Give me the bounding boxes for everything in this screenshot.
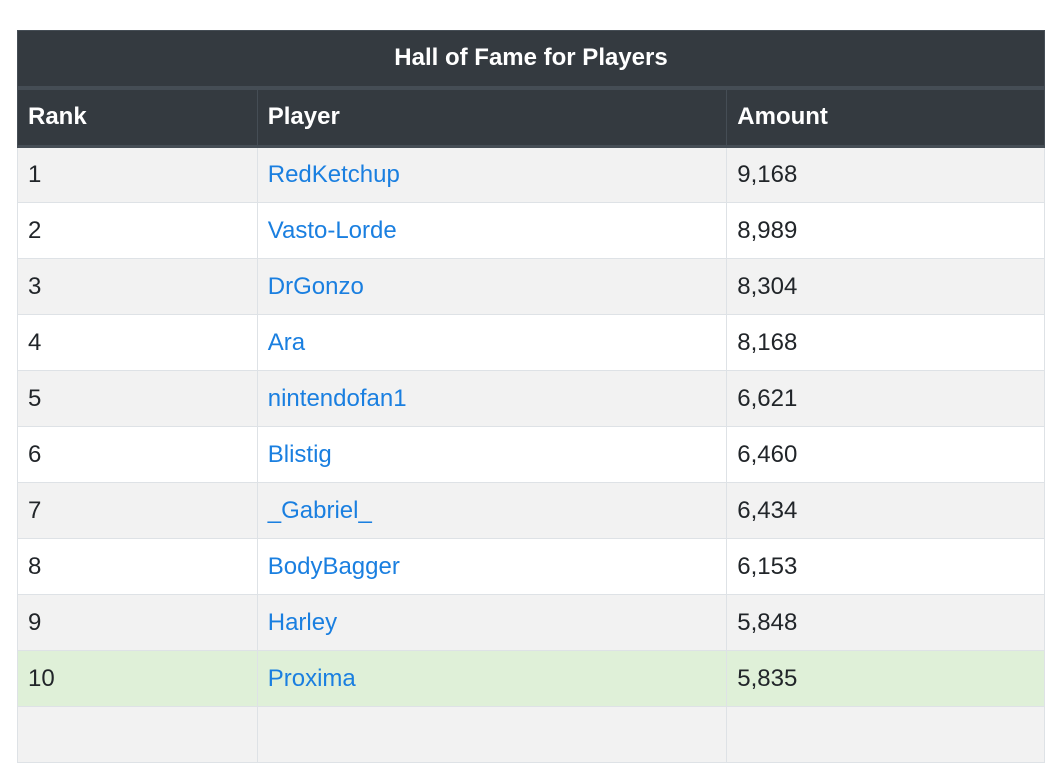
table-cell: 3 [17,258,258,315]
table-cell: Vasto-Lorde [256,202,728,259]
player-link[interactable]: _Gabriel_ [267,496,372,524]
player-link[interactable]: RedKetchup [267,161,400,188]
player-link[interactable]: Ara [267,328,306,356]
player-link[interactable]: BodyBagger [267,552,400,580]
table-row: 5 nintendofan1 6,621 [17,370,1045,427]
table-cell: 5 [17,370,258,427]
table-cell: nintendofan1 [256,370,728,427]
table-head: Hall of Fame for Players Rank Player Amo… [17,30,1045,148]
table-cell [256,706,728,763]
column-header: Amount [726,87,1045,148]
player-link[interactable]: DrGonzo [267,272,364,300]
table-row [17,706,1045,763]
table-cell: 8 [17,538,258,595]
table-row: 3 DrGonzo 8,304 [17,258,1045,315]
table-row: 9 Harley 5,848 [17,594,1045,651]
table-cell: 6 [17,426,258,483]
table-cell: 5,848 [726,594,1045,651]
table-cell: 8,304 [726,258,1045,315]
player-link[interactable]: Harley [267,608,338,636]
player-link[interactable]: Proxima [267,664,356,692]
table-cell: 1 [17,146,258,203]
player-link[interactable]: Blistig [267,440,332,468]
table-cell: DrGonzo [256,258,728,315]
player-link[interactable]: Vasto-Lorde [267,216,397,244]
table-cell: _Gabriel_ [256,482,728,539]
table-row: 8 BodyBagger 6,153 [17,538,1045,595]
table-cell: Proxima [256,650,728,707]
column-header: Rank [17,87,258,148]
table-cell: Ara [256,314,728,371]
header-row: Rank Player Amount [17,87,1045,148]
player-link[interactable]: nintendofan1 [267,384,407,412]
table-cell: 8,168 [726,314,1045,371]
table-cell: BodyBagger [256,538,728,595]
table-cell: 9 [17,594,258,651]
table-cell: Harley [256,594,728,651]
table-cell: 4 [17,314,258,371]
table-cell: 6,153 [726,538,1045,595]
table-cell: 8,989 [726,202,1045,259]
table-cell: Blistig [256,426,728,483]
table-cell: 6,434 [726,482,1045,539]
table-cell: 5,835 [726,650,1045,707]
table-row: 7 _Gabriel_ 6,434 [17,482,1045,539]
table-cell: 6,621 [726,370,1045,427]
table-row: 6 Blistig 6,460 [17,426,1045,483]
table-row: 1 RedKetchup 9,168 [17,146,1045,203]
table-cell [726,706,1045,763]
title-row: Hall of Fame for Players [17,30,1045,90]
table-cell: 9,168 [726,146,1045,203]
table-cell: 2 [17,202,258,259]
table-cell: 10 [17,650,258,707]
table-title: Hall of Fame for Players [17,30,1045,90]
table-cell [17,706,258,763]
table-row: 4 Ara 8,168 [17,314,1045,371]
table-row: 2 Vasto-Lorde 8,989 [17,202,1045,259]
column-header: Player [256,87,728,148]
table-cell: 7 [17,482,258,539]
table-body: 1 RedKetchup 9,168 2 Vasto-Lorde 8,989 3 DrGonz… [17,146,1045,763]
table-row: 10 Proxima 5,835 [17,650,1045,707]
table-cell: 6,460 [726,426,1045,483]
table-cell: RedKetchup [256,146,728,203]
page: Hall of Fame for Players Rank Player Amo… [17,30,1045,763]
hall-of-fame-table: Hall of Fame for Players Rank Player Amo… [17,30,1045,763]
